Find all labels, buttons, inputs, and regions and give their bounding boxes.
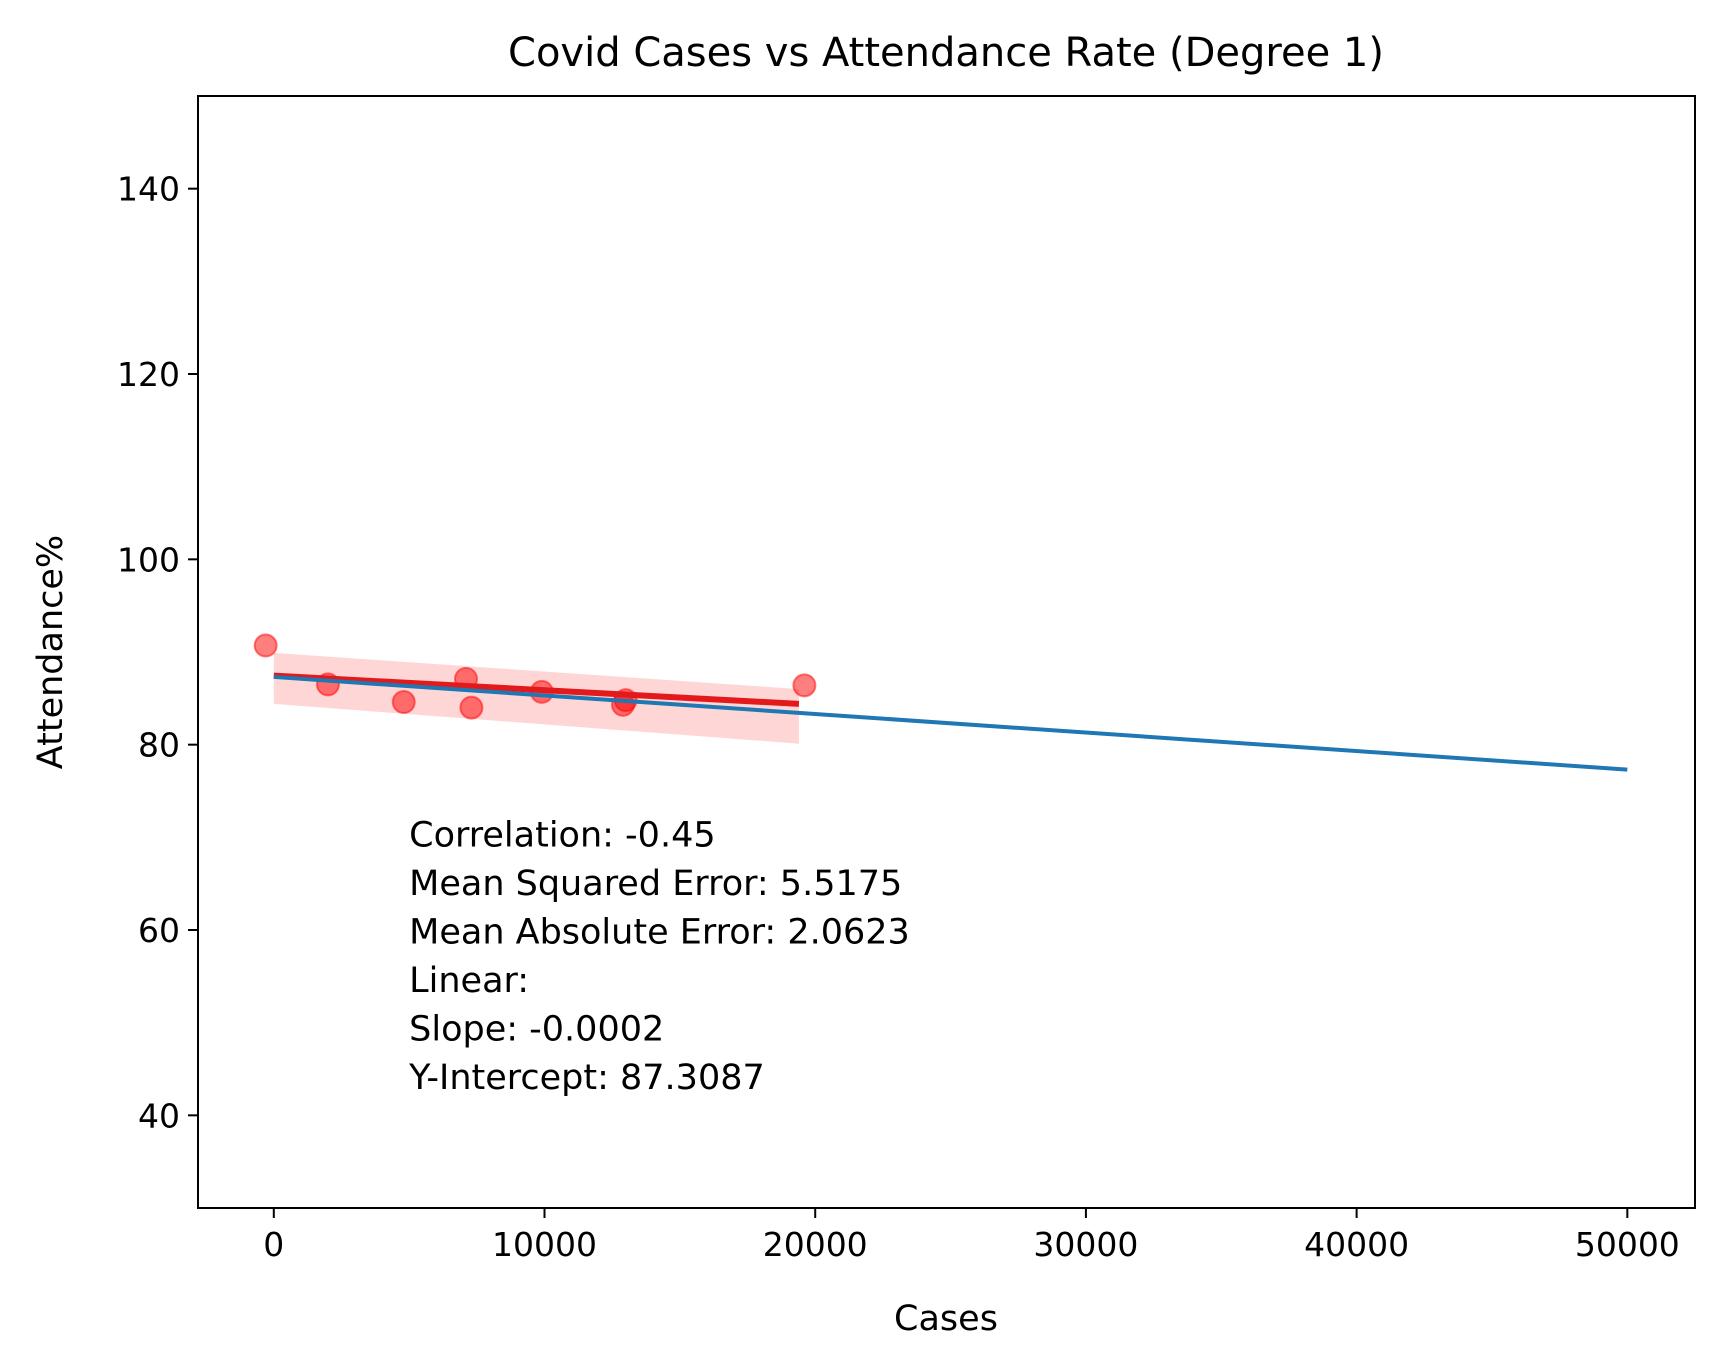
x-tick-label: 0 <box>263 1225 284 1264</box>
annotation-line: Correlation: -0.45 <box>409 816 715 856</box>
y-axis-label: Attendance% <box>31 535 71 769</box>
annotation-line: Mean Squared Error: 5.5175 <box>409 864 902 904</box>
y-tick-label: 140 <box>117 170 180 209</box>
y-tick-label: 60 <box>138 911 180 950</box>
fit-line <box>273 674 1628 772</box>
annotation-line: Linear: <box>409 961 529 1001</box>
annotation-line: Y-Intercept: 87.3087 <box>408 1058 765 1098</box>
x-tick-label: 10000 <box>492 1225 597 1264</box>
regression-line <box>273 672 800 707</box>
x-tick-label: 50000 <box>1575 1225 1680 1264</box>
x-tick-label: 40000 <box>1304 1225 1409 1264</box>
y-axis: 40 60 80 100 120 140 <box>117 170 198 1135</box>
y-tick-label: 120 <box>117 355 180 394</box>
data-point <box>391 690 416 715</box>
x-axis: 0 10000 20000 30000 40000 50000 <box>263 1208 1680 1264</box>
y-tick-label: 80 <box>138 726 180 765</box>
data-point <box>459 695 484 720</box>
y-tick-label: 100 <box>117 540 180 579</box>
data-point <box>253 633 278 658</box>
y-tick-label: 40 <box>138 1096 180 1135</box>
x-axis-label: Cases <box>894 1299 998 1339</box>
x-tick-label: 30000 <box>1033 1225 1138 1264</box>
stats-annotation: Correlation: -0.45 Mean Squared Error: 5.… <box>408 816 910 1099</box>
annotation-line: Mean Absolute Error: 2.0623 <box>409 913 910 953</box>
chart-title: Covid Cases vs Attendance Rate (Degree 1… <box>508 30 1384 76</box>
plot-frame <box>197 95 1696 1209</box>
plot-area <box>253 633 1628 772</box>
annotation-line: Slope: -0.0002 <box>409 1010 664 1050</box>
data-point <box>792 673 817 698</box>
x-tick-label: 20000 <box>763 1225 868 1264</box>
